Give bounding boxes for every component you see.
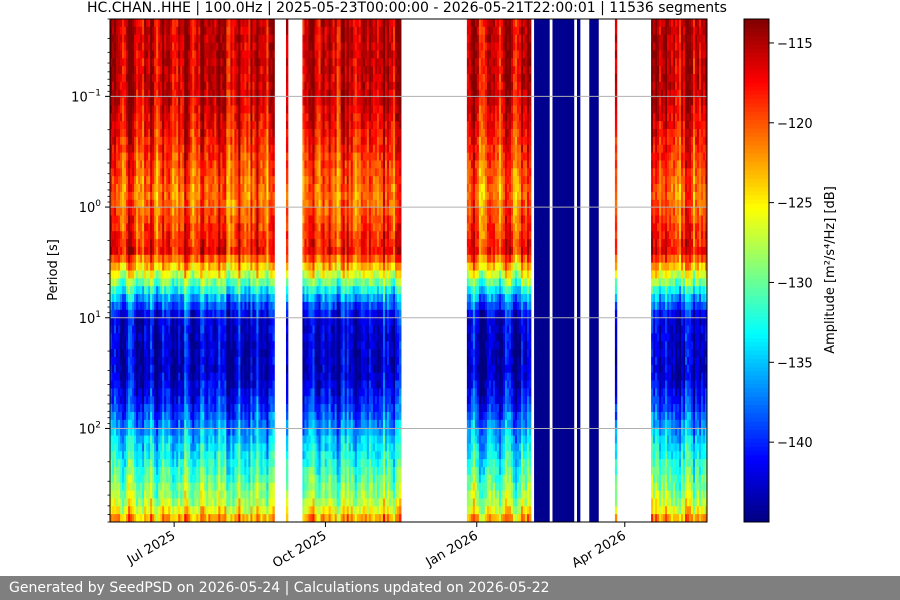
low-amplitude-column bbox=[595, 19, 599, 522]
low-amplitude-column bbox=[589, 19, 593, 522]
colorbar-frame bbox=[743, 18, 770, 523]
plot-frame bbox=[109, 18, 708, 523]
data-segment-6 bbox=[651, 19, 708, 523]
x-tick-label: Apr 2026 bbox=[570, 528, 629, 571]
y-tick-label: 102 bbox=[79, 420, 101, 437]
colorbar-label: Amplitude [m²/s⁴/Hz] [dB] bbox=[823, 186, 838, 354]
low-amplitude-column bbox=[576, 19, 581, 522]
low-amplitude-column bbox=[534, 19, 538, 522]
low-amplitude-column bbox=[555, 19, 559, 522]
data-segment-2 bbox=[302, 19, 402, 523]
chart-title: HC.CHAN..HHE | 100.0Hz | 2025-05-23T00:0… bbox=[87, 0, 727, 16]
colorbar-tick-label: −130 bbox=[777, 276, 813, 291]
x-tick-label: Jul 2025 bbox=[124, 528, 178, 568]
colorbar-tick-label: −140 bbox=[777, 436, 813, 451]
data-segment-5 bbox=[614, 19, 618, 523]
colorbar-tick-label: −125 bbox=[777, 197, 813, 212]
spectrogram-plot bbox=[110, 19, 708, 523]
colorbar-tick-label: −120 bbox=[777, 117, 813, 132]
low-amplitude-column bbox=[567, 19, 572, 522]
y-axis-label: Period [s] bbox=[46, 239, 61, 301]
low-amplitude-column bbox=[592, 19, 596, 522]
low-amplitude-column bbox=[543, 19, 547, 522]
low-amplitude-column bbox=[564, 19, 569, 522]
colorbar: −115 −120 −125 −130 −135 −140 bbox=[743, 18, 813, 523]
y-axis: 10−1 100 101 102 bbox=[71, 18, 110, 523]
low-amplitude-column bbox=[570, 19, 575, 522]
footer-text: Generated by SeedPSD on 2026-05-24 | Cal… bbox=[9, 580, 550, 596]
low-amplitude-column bbox=[537, 19, 541, 522]
footer-bar: Generated by SeedPSD on 2026-05-24 | Cal… bbox=[0, 576, 900, 600]
y-tick-label: 10−1 bbox=[71, 88, 101, 105]
colorbar-tick-label: −115 bbox=[777, 37, 813, 52]
data-segment-1 bbox=[285, 19, 289, 523]
low-amplitude-column bbox=[540, 19, 544, 522]
x-tick-label: Jan 2026 bbox=[423, 528, 481, 570]
low-amplitude-column bbox=[558, 19, 562, 522]
grid-lines bbox=[110, 95, 707, 429]
low-amplitude-column bbox=[546, 19, 550, 522]
y-tick-label: 100 bbox=[79, 199, 102, 216]
psd-spectrogram-figure: HC.CHAN..HHE | 100.0Hz | 2025-05-23T00:0… bbox=[46, 0, 838, 571]
colorbar-tick-label: −135 bbox=[777, 356, 813, 371]
low-amplitude-column bbox=[561, 19, 566, 522]
data-segment-0 bbox=[110, 19, 275, 523]
low-amplitude-column bbox=[552, 19, 556, 522]
y-tick-label: 101 bbox=[79, 310, 101, 327]
data-segment-3 bbox=[466, 19, 532, 523]
x-tick-label: Oct 2025 bbox=[270, 528, 329, 571]
data-segment-4 bbox=[534, 19, 599, 522]
x-axis: Jul 2025 Oct 2025 Jan 2026 Apr 2026 bbox=[124, 522, 629, 571]
